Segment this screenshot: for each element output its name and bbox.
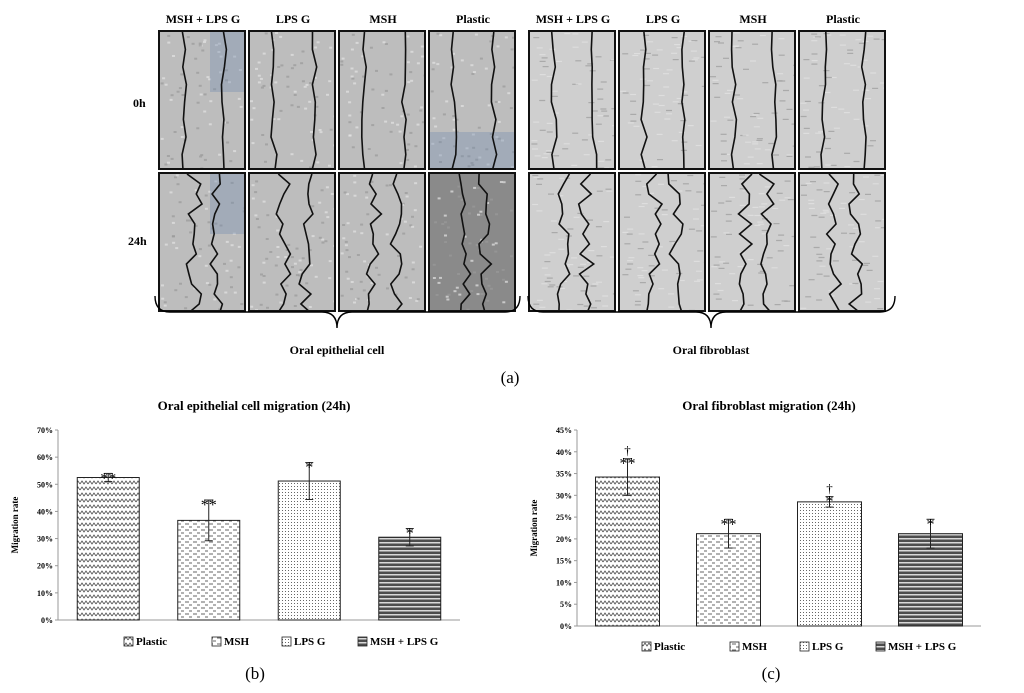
y-tick-label: 10% xyxy=(37,589,53,598)
group-braces xyxy=(154,295,896,329)
y-tick-label: 0% xyxy=(41,616,53,625)
chart-c-svg: Oral fibroblast migration (24h) Migration… xyxy=(529,398,981,653)
chart-title: Oral fibroblast migration (24h) xyxy=(682,398,855,413)
micrograph-panel xyxy=(528,172,616,312)
chart-epithelial-migration: Oral epithelial cell migration (24h) Migr… xyxy=(0,390,500,670)
group-label-epithelial: Oral epithelial cell xyxy=(289,343,385,357)
chart-fibroblast-migration: Oral fibroblast migration (24h) Migration… xyxy=(515,390,1024,670)
row-label-0h: 0h xyxy=(133,96,146,110)
col-header-5: MSH + LPS G xyxy=(535,12,611,26)
significance-marker: ** xyxy=(620,456,636,473)
y-tick-label: 20% xyxy=(37,562,53,571)
dagger-marker: † xyxy=(624,443,631,458)
legend-label: LPS G xyxy=(812,641,844,653)
col-header-3: MSH xyxy=(369,12,397,26)
y-tick-label: 35% xyxy=(556,470,572,479)
legend-swatch xyxy=(729,641,740,652)
y-tick-label: 25% xyxy=(556,513,572,522)
significance-marker: ** xyxy=(100,470,116,487)
significance-marker: ** xyxy=(721,516,737,533)
panel-label-b: (b) xyxy=(245,664,265,683)
micrograph-panel xyxy=(528,30,616,170)
micrograph-panel xyxy=(248,30,336,170)
legend-label: Plastic xyxy=(654,641,685,653)
y-tick-label: 30% xyxy=(37,535,53,544)
chart-title: Oral epithelial cell migration (24h) xyxy=(158,398,351,413)
micrograph-panel xyxy=(708,172,796,312)
micrograph-panel xyxy=(798,30,886,170)
bar xyxy=(595,476,660,627)
micrograph-panel xyxy=(428,172,516,312)
legend-swatch xyxy=(799,641,810,652)
y-tick-label: 40% xyxy=(556,448,572,457)
significance-marker: * xyxy=(927,516,935,533)
bar xyxy=(797,501,862,627)
col-header-4: Plastic xyxy=(456,12,490,26)
bar xyxy=(277,480,341,621)
micrograph-panel xyxy=(338,30,426,170)
y-tick-label: 5% xyxy=(560,600,572,609)
micrograph-panel xyxy=(618,172,706,312)
micrograph-panel xyxy=(248,172,336,312)
legend-label: Plastic xyxy=(136,636,167,648)
y-tick-label: 40% xyxy=(37,507,53,516)
chart-b-svg: Oral epithelial cell migration (24h) Migr… xyxy=(10,398,460,648)
legend-label: LPS G xyxy=(294,636,326,648)
col-header-2: LPS G xyxy=(275,12,311,26)
y-tick-label: 45% xyxy=(556,426,572,435)
bar xyxy=(696,533,761,627)
y-tick-label: 20% xyxy=(556,535,572,544)
group-label-fibroblast: Oral fibroblast xyxy=(672,343,750,357)
panel-label-a: (a) xyxy=(500,368,520,387)
legend-label: MSH + LPS G xyxy=(370,636,439,648)
legend-swatch xyxy=(281,636,292,647)
micrograph-panel xyxy=(338,172,426,312)
micrograph-panel xyxy=(798,172,886,312)
y-tick-label: 60% xyxy=(37,453,53,462)
micrograph-panel xyxy=(618,30,706,170)
bar xyxy=(76,477,140,621)
bar xyxy=(898,533,963,627)
legend-label: MSH xyxy=(742,641,768,653)
y-tick-label: 70% xyxy=(37,426,53,435)
dagger-marker: † xyxy=(826,481,833,496)
significance-marker: * xyxy=(826,494,834,511)
legend-swatch xyxy=(357,636,368,647)
y-tick-label: 10% xyxy=(556,578,572,587)
panel-label-c: (c) xyxy=(761,664,781,683)
significance-marker: * xyxy=(406,526,414,543)
y-tick-label: 30% xyxy=(556,491,572,500)
y-axis-label: Migration rate xyxy=(10,497,20,554)
col-header-6: LPS G xyxy=(645,12,681,26)
y-tick-label: 50% xyxy=(37,480,53,489)
y-tick-label: 0% xyxy=(560,622,572,631)
bar xyxy=(378,536,442,621)
legend-swatch xyxy=(211,636,222,647)
y-tick-label: 15% xyxy=(556,557,572,566)
col-header-1: MSH + LPS G xyxy=(165,12,241,26)
significance-marker: * xyxy=(305,460,313,477)
micrograph-panel xyxy=(158,30,246,170)
micrograph-panel xyxy=(428,30,516,170)
y-axis-label: Migration rate xyxy=(529,500,539,557)
micrograph-panel xyxy=(158,172,246,312)
micrograph-panel xyxy=(708,30,796,170)
legend-label: MSH + LPS G xyxy=(888,641,957,653)
legend-swatch xyxy=(875,641,886,652)
legend-swatch xyxy=(123,636,134,647)
col-header-8: Plastic xyxy=(826,12,860,26)
legend-swatch xyxy=(641,641,652,652)
row-label-24h: 24h xyxy=(128,234,147,248)
legend-label: MSH xyxy=(224,636,250,648)
significance-marker: ** xyxy=(201,497,217,514)
col-header-7: MSH xyxy=(739,12,767,26)
